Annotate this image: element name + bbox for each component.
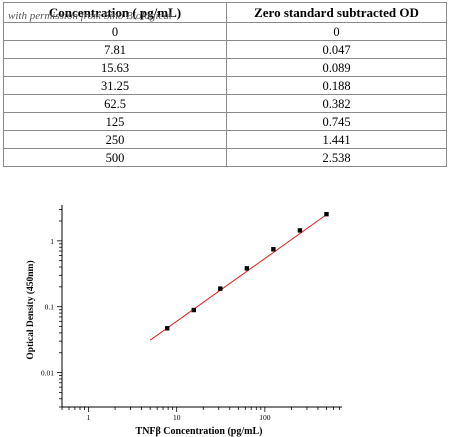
cell-od: 2.538 [226, 148, 447, 167]
x-tick-label: 100 [259, 413, 271, 422]
table-row: 500 2.538 [3, 148, 447, 167]
cell-concentration: 7.81 [3, 40, 227, 59]
y-axis-label: Optical Density (450nm) [25, 260, 36, 359]
table-row: 15.63 0.089 [3, 58, 447, 77]
data-point [165, 326, 170, 331]
watermark-text: with permission from Sino Biological [8, 9, 172, 22]
data-point [271, 247, 276, 252]
fit-line [149, 214, 327, 341]
y-tick-label: 1 [50, 237, 54, 246]
x-tick-label: 10 [173, 413, 181, 422]
data-point [191, 307, 196, 313]
cell-od: 0.089 [226, 58, 447, 77]
standard-curve-table: with permission from Sino Biological Con… [3, 2, 447, 167]
plot-layer: 1 10 100 0.01 0.1 1 [41, 205, 342, 422]
data-point [244, 266, 250, 271]
table-header-row: with permission from Sino Biological Con… [3, 2, 447, 23]
cell-concentration: 31.25 [3, 76, 227, 95]
cell-od: 0.745 [226, 112, 447, 131]
table-row: 250 1.441 [3, 130, 447, 149]
cell-concentration: 500 [3, 148, 227, 167]
cell-od: 1.441 [226, 130, 447, 149]
table-row: 125 0.745 [3, 112, 447, 131]
header-concentration: with permission from Sino Biological Con… [3, 2, 227, 23]
y-tick-label: 0.1 [45, 303, 55, 312]
table-row: 62.5 0.382 [3, 94, 447, 113]
cell-concentration: 0 [3, 22, 227, 41]
cell-od: 0 [226, 22, 447, 41]
header-od: Zero standard subtracted OD [226, 2, 447, 23]
header-concentration-label: Concentration ( pg/mL) [48, 4, 182, 20]
x-axis-label: TNFβ Concentration (pg/mL) [136, 426, 263, 437]
cell-concentration: 125 [3, 112, 227, 131]
y-tick-label: 0.01 [41, 369, 54, 378]
cell-od: 0.382 [226, 94, 447, 113]
standard-curve-chart: 1 10 100 0.01 0.1 1 Optical Density (450nm) T… [25, 205, 342, 437]
data-point [297, 228, 303, 233]
table-row: 7.81 0.047 [3, 40, 447, 59]
cell-concentration: 250 [3, 130, 227, 149]
cell-od: 0.047 [226, 40, 447, 59]
cell-od: 0.188 [226, 76, 447, 95]
data-point [324, 211, 329, 217]
cell-concentration: 62.5 [3, 94, 227, 113]
cell-concentration: 15.63 [3, 58, 227, 77]
data-point [218, 286, 223, 291]
table-row: 31.25 0.188 [3, 76, 447, 95]
x-tick-label: 1 [87, 413, 91, 422]
